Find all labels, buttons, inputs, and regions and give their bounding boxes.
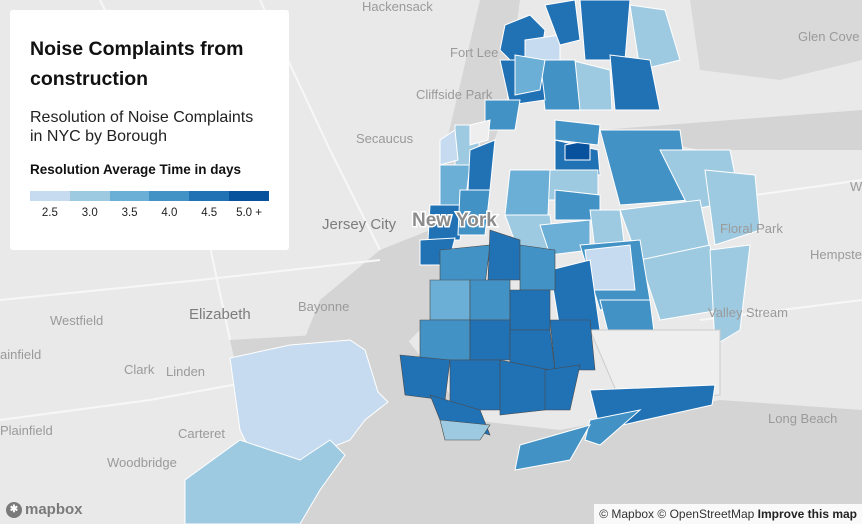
mapbox-logo[interactable]: ✱ mapbox <box>6 501 83 518</box>
legend-label: 2.5 <box>41 207 58 219</box>
legend-label: 4.5 <box>201 207 218 219</box>
label-carteret: Carteret <box>178 426 225 441</box>
improve-map-link[interactable]: Improve this map <box>757 507 857 521</box>
legend-swatch <box>229 191 269 201</box>
legend-title: Resolution Average Time in days <box>30 162 242 177</box>
staten-island <box>184 339 389 524</box>
legend-label: 4.0 <box>161 207 178 219</box>
mapbox-logo-icon: ✱ <box>6 501 22 518</box>
label-bayonne: Bayonne <box>298 299 349 314</box>
manhattan-bronx <box>419 0 681 266</box>
label-clark: Clark <box>124 362 155 377</box>
legend-swatch <box>30 191 70 201</box>
label-plainfield-partial: ainfield <box>0 347 41 362</box>
label-valley-stream: Valley Stream <box>708 305 788 320</box>
label-plainfield: Plainfield <box>0 423 53 438</box>
panel-title: Noise Complaints from construction <box>30 38 244 90</box>
label-elizabeth: Elizabeth <box>189 306 251 323</box>
legend-label: 3.0 <box>81 207 98 219</box>
queens <box>504 119 761 471</box>
legend-label: 3.5 <box>121 207 138 219</box>
brooklyn <box>399 229 596 441</box>
label-glen-cove: Glen Cove <box>798 29 859 44</box>
panel-subtitle: Resolution of Noise Complaints in NYC by… <box>30 109 254 145</box>
legend-swatch <box>149 191 190 201</box>
label-hackensack: Hackensack <box>362 0 433 14</box>
attribution-bar: © Mapbox © OpenStreetMap Improve this ma… <box>594 504 862 524</box>
label-fort-lee: Fort Lee <box>450 45 498 60</box>
legend-swatch <box>189 191 230 201</box>
label-edge-w: W <box>850 179 862 194</box>
legend-swatch <box>69 191 110 201</box>
label-secaucus: Secaucus <box>356 131 414 146</box>
label-woodbridge: Woodbridge <box>107 455 177 470</box>
legend-labels: 2.5 3.0 3.5 4.0 4.5 5.0 + <box>30 207 269 219</box>
attribution-osm-link[interactable]: © OpenStreetMap <box>657 507 755 521</box>
label-hempstead: Hempste <box>810 247 862 262</box>
attribution-mapbox-link[interactable]: © Mapbox <box>599 507 655 521</box>
place-labels: Hackensack Fort Lee Cliffside Park Secau… <box>0 0 862 470</box>
legend-swatch <box>109 191 150 201</box>
label-westfield: Westfield <box>50 313 103 328</box>
label-long-beach: Long Beach <box>768 411 837 426</box>
legend-label: 5.0 + <box>236 207 262 219</box>
label-linden: Linden <box>166 364 205 379</box>
label-new-york: New York <box>412 210 497 231</box>
legend-color-bar <box>30 191 269 201</box>
mapbox-logo-text: mapbox <box>25 501 83 518</box>
label-cliffside-park: Cliffside Park <box>416 87 493 102</box>
legend-panel: Noise Complaints from construction Resol… <box>10 10 289 250</box>
label-floral-park: Floral Park <box>720 221 783 236</box>
label-jersey-city: Jersey City <box>322 216 397 233</box>
